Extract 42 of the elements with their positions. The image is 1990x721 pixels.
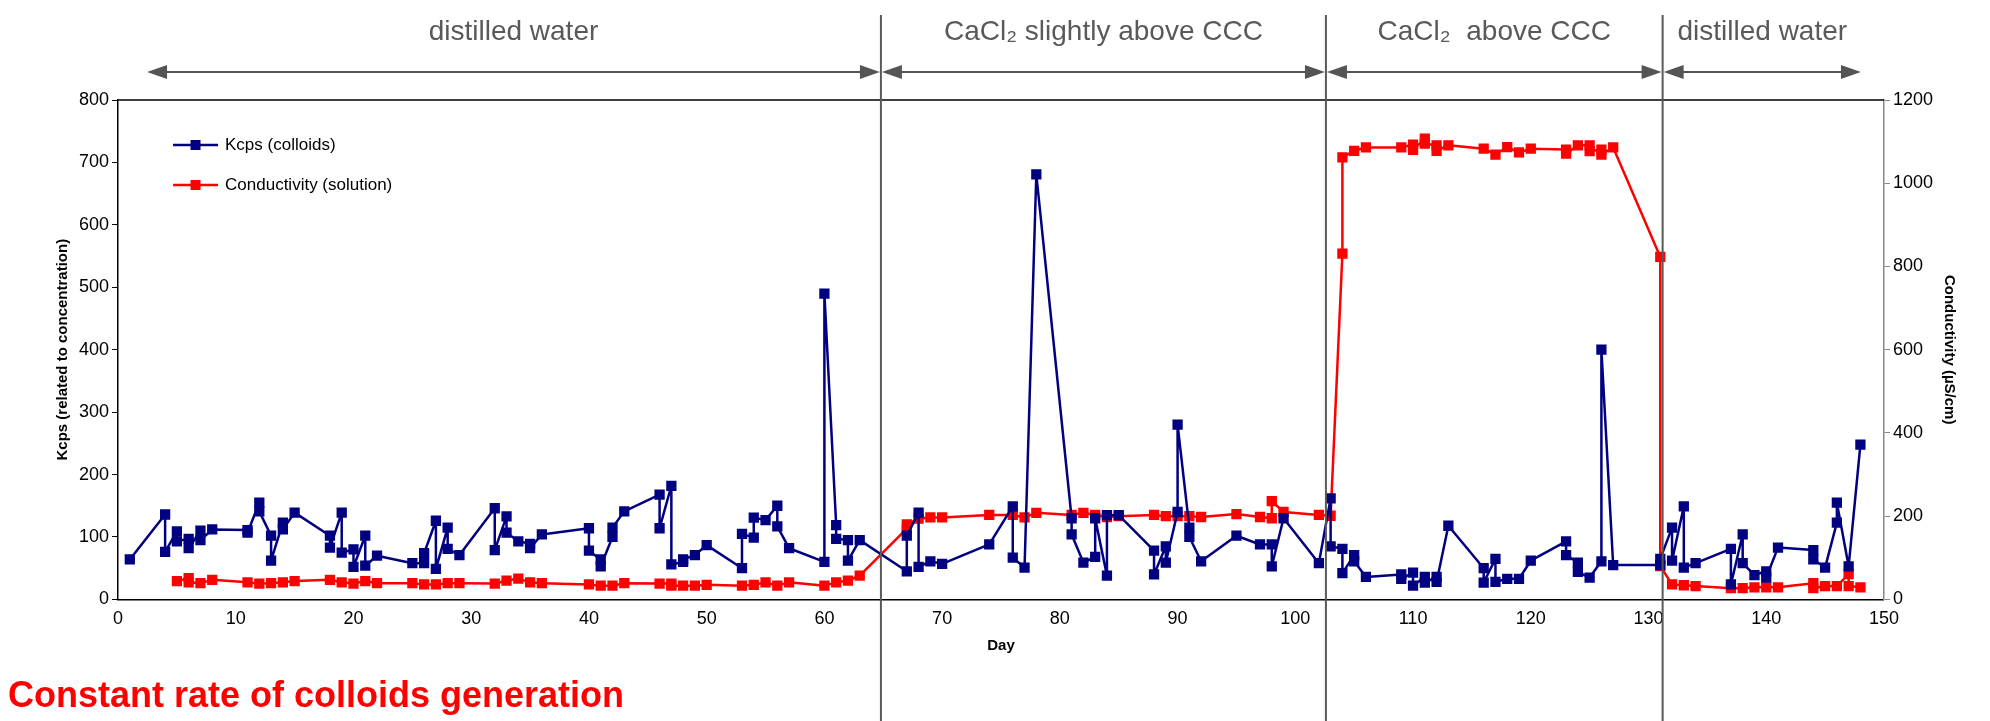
x-tick-label: 150 (1868, 608, 1899, 629)
y-tick-label: 0 (99, 588, 110, 609)
y-tick-label: 200 (78, 463, 110, 484)
y2-tick-label: 1200 (1892, 88, 1933, 109)
y-tick-label: 400 (78, 338, 110, 359)
x-tick-label: 120 (1515, 608, 1546, 629)
text: distilled water (428, 14, 599, 46)
x-tick-label: 50 (696, 608, 717, 629)
x-tick-label: 60 (814, 608, 835, 629)
x-tick-label: 10 (225, 608, 246, 629)
x-tick-label: 70 (932, 608, 953, 629)
legend-label: Conductivity (solution) (225, 174, 393, 194)
text: CaCl₂ above CCC (1377, 14, 1611, 46)
x-tick-label: 30 (461, 608, 482, 629)
y-tick-label: 600 (78, 213, 110, 234)
x-tick-label: 90 (1167, 608, 1188, 629)
x-tick-label: 110 (1398, 608, 1428, 629)
text: Constant rate of colloids generation (8, 674, 625, 715)
y2-axis-title: Conductivity (µS/cm) (1941, 274, 1959, 425)
y2-tick-label: 1000 (1892, 172, 1933, 193)
text: distilled water (1677, 14, 1848, 46)
y-tick-label: 800 (78, 88, 110, 109)
y-tick-label: 300 (78, 401, 110, 422)
y2-tick-label: 600 (1892, 338, 1923, 359)
text: CaCl₂ slightly above CCC (943, 14, 1263, 46)
x-axis-title: Day (987, 636, 1016, 654)
legend-label: Kcps (colloids) (225, 134, 336, 154)
x-tick-label: 100 (1280, 608, 1311, 629)
y-tick-label: 700 (78, 151, 110, 172)
y-tick-label: 500 (78, 276, 110, 297)
x-tick-label: 80 (1049, 608, 1070, 629)
y2-tick-label: 200 (1892, 505, 1923, 526)
x-tick-label: 40 (578, 608, 599, 629)
y-axis-title: Kcps (related to concentration) (53, 238, 71, 461)
y2-tick-label: 400 (1892, 421, 1923, 442)
x-tick-label: 20 (343, 608, 364, 629)
x-tick-label: 140 (1751, 608, 1782, 629)
x-tick-label: 130 (1633, 608, 1664, 629)
y2-tick-label: 0 (1892, 588, 1903, 609)
x-tick-label: 0 (113, 608, 124, 629)
y2-tick-label: 800 (1892, 255, 1923, 276)
y-tick-label: 100 (78, 525, 110, 546)
